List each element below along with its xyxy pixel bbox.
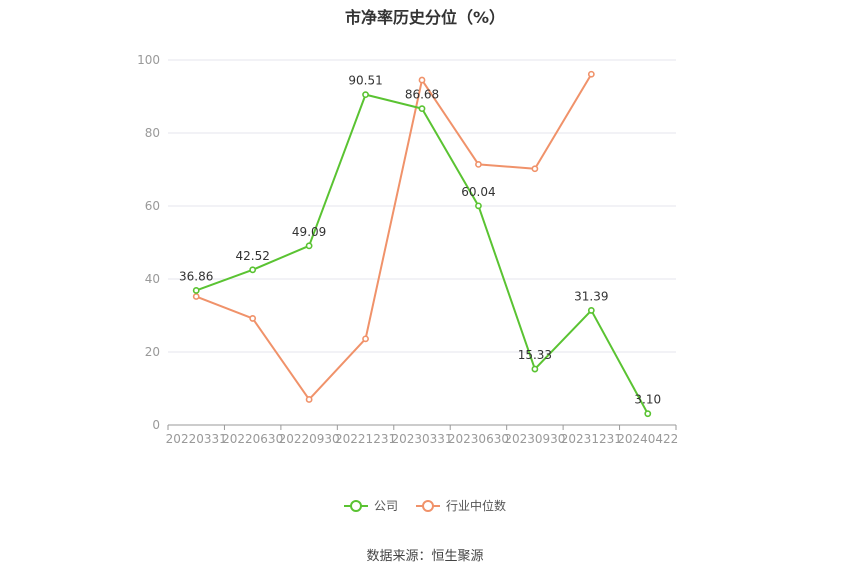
x-tick-label: 20230331 — [391, 432, 452, 446]
chart-title: 市净率历史分位（%） — [344, 8, 506, 27]
data-point-company — [418, 105, 426, 113]
x-tick-label: 20220331 — [166, 432, 227, 446]
legend-label-company: 公司 — [373, 499, 398, 513]
data-point-company — [362, 91, 369, 99]
data-point-company — [644, 410, 652, 418]
data-point-company — [305, 242, 313, 250]
data-label: 42.52 — [235, 249, 269, 263]
series-line-industry-median — [195, 73, 593, 401]
y-tick-label: 60 — [145, 199, 160, 213]
data-point-industry-median — [362, 335, 369, 343]
y-tick-label: 40 — [145, 272, 160, 286]
x-tick-label: 20221231 — [335, 432, 396, 446]
data-labels: 36.86 42.52 49.09 90.51 86.68 60.04 15.33 31.39… — [179, 74, 661, 407]
gridlines — [168, 59, 676, 353]
data-label: 31.39 — [574, 289, 608, 303]
data-label: 36.86 — [179, 269, 213, 283]
data-point-company — [192, 287, 200, 294]
data-point-industry-median — [475, 160, 482, 168]
data-point-industry-median — [249, 315, 257, 322]
data-label: 60.04 — [461, 185, 495, 199]
x-tick-label: 20220930 — [279, 432, 340, 446]
data-point-company — [249, 266, 257, 274]
x-tick-label: 20220630 — [222, 432, 283, 446]
series — [192, 70, 652, 418]
data-label: 86.68 — [405, 88, 439, 102]
legend-swatch-industry-median — [416, 499, 440, 512]
x-tick-label: 20230630 — [448, 432, 509, 446]
data-source: 数据来源：恒生聚源 — [366, 549, 484, 564]
y-tick-label: 80 — [145, 126, 160, 140]
x-tick-label: 20240422 — [617, 432, 678, 446]
y-tick-label: 0 — [152, 418, 160, 432]
data-label: 15.33 — [518, 348, 552, 362]
data-label: 3.10 — [634, 393, 661, 407]
data-point-industry-median — [192, 293, 200, 300]
x-tick-label: 20231231 — [561, 432, 622, 446]
data-label: 90.51 — [348, 74, 382, 88]
data-point-industry-median — [305, 396, 313, 403]
data-label: 49.09 — [292, 225, 326, 239]
y-tick-label: 20 — [145, 345, 160, 359]
y-tick-label: 100 — [137, 53, 160, 67]
data-point-company — [475, 202, 482, 210]
legend-label-industry-median: 行业中位数 — [446, 499, 507, 513]
data-point-industry-median — [531, 165, 539, 173]
legend-item-industry-median[interactable]: 行业中位数 — [416, 497, 506, 514]
data-point-company — [587, 307, 595, 314]
legend: 公司 行业中位数 — [0, 497, 850, 514]
data-point-industry-median — [587, 70, 595, 78]
data-point-company — [531, 365, 539, 373]
axes: 0 20 40 60 80 100 2022033120220630202209302022… — [137, 53, 678, 446]
data-point-industry-median — [418, 76, 426, 84]
legend-swatch-company — [343, 499, 368, 512]
legend-item-company[interactable]: 公司 — [343, 497, 398, 514]
x-tick-label: 20230930 — [504, 432, 565, 446]
